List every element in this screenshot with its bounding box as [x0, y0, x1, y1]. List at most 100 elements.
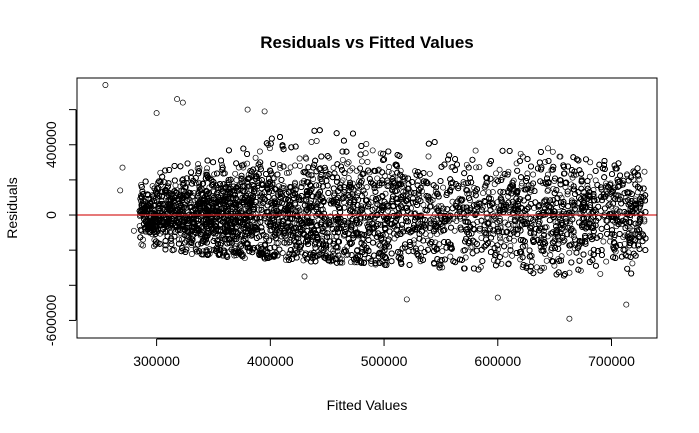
data-point: [334, 225, 341, 232]
data-point: [374, 175, 381, 182]
data-point: [183, 180, 190, 186]
data-point: [493, 170, 499, 177]
data-point: [362, 150, 369, 157]
data-point: [301, 178, 307, 184]
data-point: [363, 184, 370, 191]
data-point: [292, 180, 298, 187]
data-point: [641, 216, 648, 223]
data-point: [451, 227, 458, 234]
data-point: [497, 215, 503, 222]
data-point: [316, 182, 323, 189]
data-point: [256, 148, 263, 155]
data-point: [330, 247, 337, 254]
data-point: [490, 231, 497, 238]
data-point: [624, 171, 630, 178]
data-point: [476, 164, 483, 171]
data-point: [275, 240, 282, 246]
data-point: [412, 168, 419, 175]
data-point: [353, 194, 360, 200]
data-point: [507, 242, 514, 249]
data-point: [414, 220, 421, 227]
data-point: [549, 148, 556, 155]
data-point: [184, 233, 191, 240]
data-point: [584, 182, 591, 189]
data-point: [603, 258, 610, 265]
data-point: [577, 267, 584, 274]
data-point: [522, 242, 529, 249]
data-point: [211, 171, 218, 178]
data-point: [152, 241, 159, 248]
data-point: [310, 176, 317, 182]
data-point: [338, 256, 345, 263]
data-point: [172, 182, 179, 189]
data-point: [502, 251, 509, 258]
data-point: [543, 257, 550, 264]
data-point: [347, 167, 354, 174]
data-point: [368, 260, 375, 267]
data-point: [157, 169, 164, 176]
data-point: [203, 168, 210, 175]
data-point: [497, 235, 503, 242]
data-point: [344, 160, 351, 167]
data-point: [621, 246, 628, 253]
data-point: [313, 138, 320, 144]
data-point: [636, 196, 643, 203]
data-point: [296, 155, 303, 162]
data-point: [542, 250, 549, 257]
data-point: [432, 239, 439, 246]
data-point: [453, 218, 460, 224]
data-point: [511, 237, 518, 244]
data-point: [434, 217, 441, 224]
data-point: [235, 164, 242, 171]
data-point: [138, 227, 145, 234]
data-point: [199, 220, 206, 227]
data-point: [425, 153, 432, 160]
data-point: [331, 190, 338, 197]
data-point: [629, 260, 636, 267]
data-point: [411, 237, 417, 244]
data-point: [297, 162, 303, 169]
data-point: [241, 177, 248, 184]
data-point: [330, 164, 337, 171]
data-point: [277, 165, 284, 172]
data-point: [369, 147, 376, 154]
data-point: [566, 249, 573, 256]
data-point: [233, 177, 240, 184]
data-point: [283, 170, 290, 177]
data-point: [223, 252, 230, 259]
data-point: [347, 193, 354, 200]
data-point: [528, 182, 535, 189]
data-point: [157, 230, 164, 237]
data-point: [356, 178, 363, 185]
scatter-points: [102, 82, 649, 322]
data-point: [276, 162, 283, 168]
data-point: [236, 242, 243, 249]
data-point: [566, 269, 573, 276]
data-point: [410, 240, 417, 247]
data-point: [632, 230, 639, 237]
data-point: [283, 253, 290, 260]
data-point: [418, 252, 425, 259]
data-point: [341, 192, 347, 199]
data-point: [326, 154, 333, 161]
data-point: [541, 264, 548, 271]
data-point: [544, 171, 551, 178]
data-point: [570, 227, 577, 234]
data-point: [140, 242, 147, 249]
data-point: [355, 190, 361, 197]
data-point: [641, 168, 648, 175]
data-point: [613, 193, 619, 200]
data-point: [545, 145, 551, 152]
data-point: [492, 215, 499, 222]
data-point: [542, 159, 549, 165]
data-point: [587, 159, 594, 166]
data-point: [345, 159, 352, 166]
data-point: [509, 252, 516, 259]
data-point: [564, 191, 571, 198]
data-point: [204, 165, 211, 172]
data-point: [471, 239, 478, 246]
data-point: [365, 220, 372, 227]
data-point: [551, 178, 558, 184]
data-point: [363, 141, 370, 147]
